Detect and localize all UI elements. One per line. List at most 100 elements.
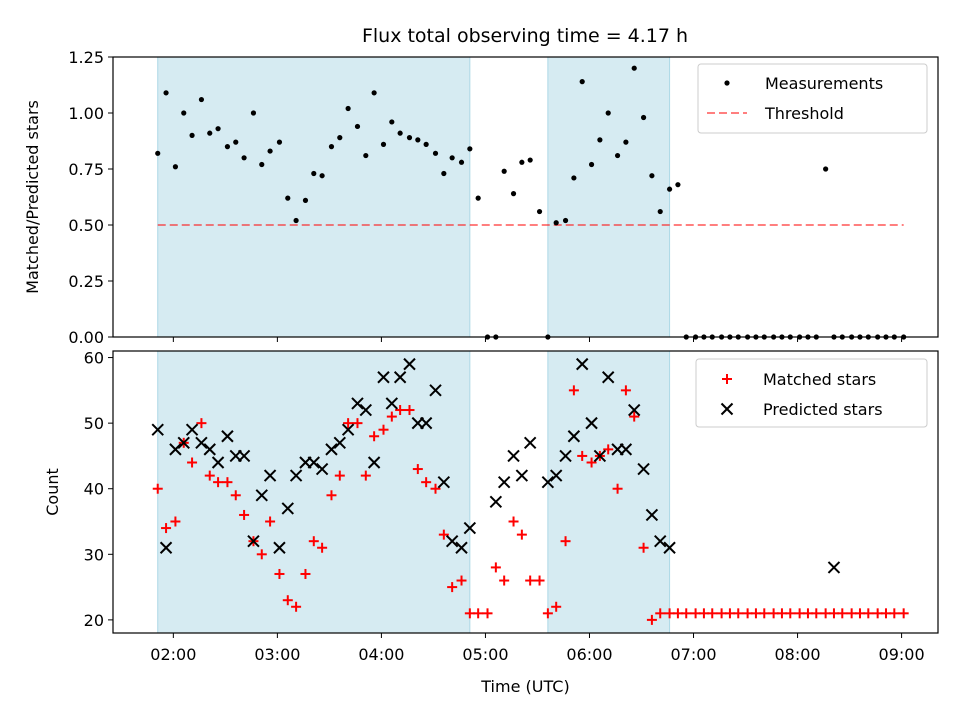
x-tick-label: 02:00 [150, 645, 196, 664]
measurement-point [259, 161, 265, 168]
measurement-point [605, 110, 611, 116]
matched-point [152, 483, 163, 494]
measurement-point [233, 139, 239, 145]
predicted-point [654, 534, 667, 548]
predicted-point [315, 462, 329, 476]
predicted-point [523, 436, 537, 450]
matched-point [300, 568, 311, 579]
matched-point [395, 405, 406, 416]
x-stroke-b [654, 534, 667, 548]
top-x-axis-ticks [172, 337, 903, 342]
measurement-point [397, 130, 403, 136]
x-stroke-b [151, 423, 164, 436]
panel-bottom: 20 30 40 50 60 02:00 03:00 04:00 05:00 06:00 07:0… [43, 349, 939, 696]
x-tick-label: 06:00 [566, 645, 612, 664]
predicted-point [463, 521, 477, 535]
x-stroke-b [281, 502, 294, 515]
matched-point [456, 575, 467, 586]
x-stroke-b [393, 371, 407, 384]
x-stroke-b [351, 397, 364, 410]
predicted-point [247, 534, 260, 548]
matched-point [837, 608, 848, 619]
x-tick-label: 07:00 [670, 645, 716, 664]
matched-point [603, 444, 614, 455]
matched-point [343, 418, 354, 429]
x-stroke-b [497, 475, 511, 489]
measurement-point [614, 152, 621, 159]
x-stroke-b [489, 495, 503, 509]
matched-point [646, 614, 657, 625]
y-tick-label: 30 [84, 545, 104, 564]
measurement-point [276, 139, 283, 145]
matched-point [516, 529, 527, 540]
measurement-point [458, 159, 465, 165]
x-tick-label: 04:00 [358, 645, 404, 664]
y-tick-label: 1.25 [68, 48, 104, 67]
x-stroke-b [237, 449, 251, 463]
matched-point [430, 483, 441, 494]
measurement-point [588, 161, 595, 168]
matched-point [811, 608, 822, 619]
x-stroke-b [585, 416, 598, 430]
matched-point [274, 568, 285, 579]
x-stroke-b [541, 475, 555, 489]
legend-matched-marker [722, 374, 732, 384]
matched-point [785, 608, 796, 619]
chart-title: Flux total observing time = 4.17 h [362, 25, 688, 47]
measurement-point [415, 137, 421, 143]
y-tick-label: 0.25 [68, 272, 104, 291]
matched-point [386, 411, 397, 422]
measurement-point [649, 173, 655, 179]
matched-point [655, 608, 666, 619]
y-tick-label: 20 [84, 611, 104, 630]
predicted-point [497, 475, 511, 489]
predicted-point [541, 475, 555, 489]
x-stroke-b [437, 475, 451, 489]
predicted-point [575, 357, 589, 371]
measurement-point [163, 90, 169, 96]
observing-window-0 [157, 350, 471, 634]
x-stroke-b [159, 541, 173, 554]
legend-measurements-label: Measurements [765, 74, 883, 93]
measurement-point [631, 65, 637, 71]
measurement-point [536, 208, 543, 215]
matched-point [265, 516, 276, 527]
x-stroke-b [827, 561, 841, 574]
predicted-point [393, 371, 407, 384]
measurement-point [354, 123, 361, 130]
legend-box [695, 358, 928, 428]
predicted-point [289, 469, 303, 482]
x-stroke-b [341, 423, 355, 436]
y-tick-label: 0.75 [68, 160, 104, 179]
x-stroke-b [289, 469, 303, 482]
matched-point [560, 536, 571, 547]
legend-box [697, 63, 928, 134]
measurement-point [562, 217, 569, 224]
measurement-point [198, 96, 205, 103]
matched-point [360, 470, 371, 481]
measurement-point [302, 197, 309, 203]
matched-point [352, 418, 363, 429]
predicted-point [341, 423, 355, 436]
predicted-point [515, 469, 529, 482]
x-stroke-b [515, 469, 529, 482]
predicted-point [359, 403, 373, 417]
panel-top: 0.00 0.25 0.50 0.75 1.00 1.25 Matched/Predict… [23, 48, 939, 347]
matched-point [317, 542, 328, 553]
predicted-point [429, 384, 442, 397]
matched-point [170, 516, 181, 527]
predicted-point [549, 469, 563, 482]
x-stroke-b [359, 403, 373, 417]
predicted-point [619, 443, 633, 456]
top-y-axis-ticks: 0.00 0.25 0.50 0.75 1.00 1.25 [68, 48, 113, 347]
measurement-point [172, 164, 179, 170]
x-tick-label: 08:00 [774, 645, 820, 664]
matched-point [542, 608, 553, 619]
x-stroke-b [463, 521, 477, 535]
matched-point [733, 608, 744, 619]
predicted-point [403, 357, 416, 371]
x-stroke-b [419, 416, 433, 430]
measurement-point [345, 105, 351, 112]
predicted-point [645, 508, 659, 522]
matched-point [577, 450, 588, 461]
